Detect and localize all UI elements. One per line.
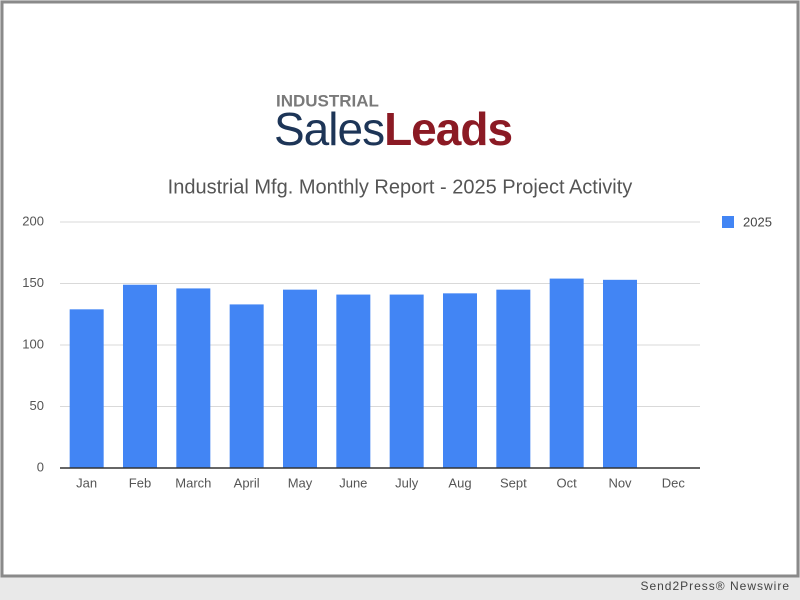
- y-tick-label: 50: [30, 398, 44, 413]
- bar: [443, 293, 477, 468]
- y-tick-label: 0: [37, 459, 44, 474]
- legend-swatch: [722, 216, 734, 228]
- x-tick-label: March: [175, 475, 211, 490]
- bar: [283, 289, 317, 468]
- bar: [69, 309, 104, 468]
- legend-label: 2025: [743, 214, 772, 229]
- chart-title: Industrial Mfg. Monthly Report - 2025 Pr…: [168, 176, 633, 198]
- x-tick-label: Feb: [129, 475, 151, 490]
- x-tick-label: May: [288, 475, 313, 490]
- bar: [603, 279, 637, 468]
- bar: [549, 278, 584, 468]
- bar: [496, 289, 531, 468]
- x-tick-label: June: [339, 475, 367, 490]
- logo-leads: Leads: [384, 103, 512, 155]
- x-tick-label: Jan: [76, 475, 97, 490]
- logo-sales: SalesLeads: [274, 103, 512, 155]
- x-tick-label: Dec: [662, 475, 686, 490]
- y-tick-label: 200: [22, 213, 44, 228]
- footer: Send2Press® Newswire: [640, 579, 790, 593]
- bar: [389, 294, 424, 468]
- x-tick-label: Sept: [500, 475, 527, 490]
- logo-sales-text: Sales: [274, 103, 384, 155]
- logo-top: INDUSTRIAL: [276, 91, 379, 110]
- bar: [176, 288, 211, 468]
- x-tick-label: Aug: [448, 475, 471, 490]
- y-tick-label: 100: [22, 336, 44, 351]
- bar: [123, 284, 157, 468]
- x-tick-label: Nov: [608, 475, 632, 490]
- x-tick-label: Oct: [557, 475, 578, 490]
- bar: [229, 304, 264, 468]
- y-tick-label: 150: [22, 275, 44, 290]
- bar: [336, 294, 371, 468]
- x-tick-label: April: [234, 475, 260, 490]
- x-tick-label: July: [395, 475, 419, 490]
